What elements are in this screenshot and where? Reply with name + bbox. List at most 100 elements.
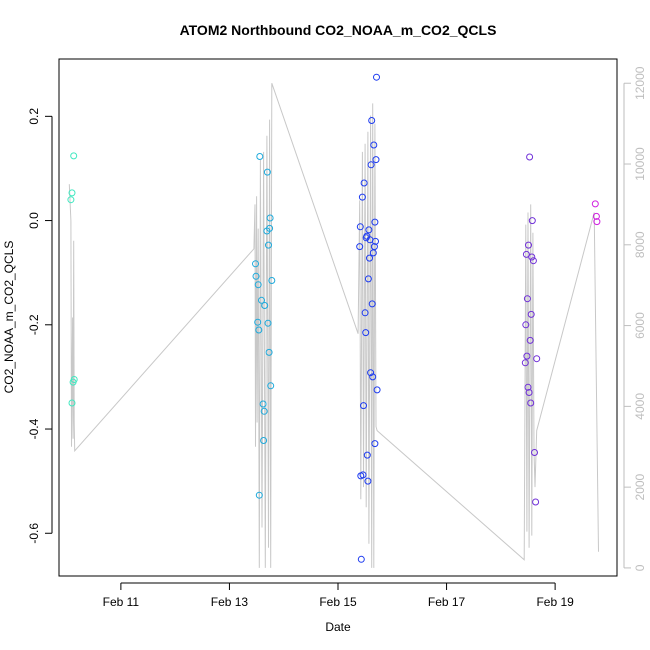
x-tick-label: Feb 13 (211, 595, 249, 609)
data-point (254, 281, 262, 289)
data-point (367, 161, 375, 169)
x-tick-label: Feb 15 (319, 595, 357, 609)
data-point (363, 451, 371, 459)
data-point (266, 214, 274, 222)
data-point (370, 243, 378, 251)
data-point (356, 223, 364, 231)
data-point (522, 321, 530, 329)
data-point (364, 275, 372, 283)
y-tick-label: 0.0 (27, 212, 41, 229)
data-point (373, 73, 380, 81)
data-point (521, 359, 529, 367)
data-point (260, 407, 268, 415)
data-point (356, 243, 364, 251)
data-point (264, 319, 272, 327)
data-point (255, 326, 263, 334)
data-point (591, 200, 599, 208)
data-point (522, 250, 530, 258)
data-point (592, 212, 600, 220)
x-tick-label: Feb 19 (536, 595, 574, 609)
data-point (68, 399, 76, 407)
data-point (525, 389, 533, 396)
data-point (526, 153, 534, 161)
data-point (532, 498, 540, 506)
data-point (368, 300, 376, 308)
y2-tick-label: 8000 (633, 231, 647, 258)
series-5 (591, 200, 601, 226)
y2-tick-label: 0 (633, 564, 647, 571)
y2-tick-label: 2000 (633, 473, 647, 500)
y2-tick-label: 12000 (633, 66, 647, 100)
data-point (68, 189, 76, 197)
data-point (267, 382, 275, 390)
data-point (252, 272, 260, 280)
data-point (367, 369, 375, 377)
axes-layer: Feb 11 Feb 13 Feb 15 Feb 17 Feb 19 0.2 0.0 -0.2… (27, 66, 647, 609)
data-point (373, 386, 381, 394)
x-axis-label: Date (325, 620, 351, 634)
y2-tick-label: 6000 (633, 312, 647, 339)
data-point (528, 253, 536, 261)
series-3 (356, 73, 381, 563)
y-tick-label: -0.6 (27, 523, 41, 544)
data-point (256, 153, 264, 160)
y-tick-label: -0.2 (27, 314, 41, 335)
series-1 (67, 152, 78, 407)
data-point (593, 218, 601, 226)
data-point (523, 295, 531, 303)
data-point (525, 241, 532, 249)
y-tick-label: -0.4 (27, 418, 41, 439)
data-point (527, 310, 535, 318)
data-point (357, 555, 365, 563)
data-point (526, 336, 534, 344)
data-point (358, 193, 366, 201)
data-point (259, 400, 267, 408)
data-point (523, 352, 531, 360)
series-4 (521, 153, 541, 506)
data-point (531, 449, 538, 456)
data-point (260, 437, 268, 444)
y2-tick-label: 4000 (633, 393, 647, 420)
data-point (533, 355, 541, 363)
data-point (70, 152, 78, 160)
data-point (364, 477, 372, 485)
x-tick-label: Feb 11 (103, 595, 140, 609)
plot-frame (58, 58, 618, 577)
data-point (261, 302, 269, 309)
series-2 (252, 153, 276, 499)
chart-title: ATOM2 Northbound CO2_NOAA_m_CO2_QCLS (180, 22, 497, 38)
data-point (265, 348, 273, 356)
data-point (524, 383, 532, 391)
data-point (268, 277, 276, 284)
data-point (265, 241, 272, 249)
data-point (255, 491, 263, 499)
y-axis-label: CO2_NOAA_m_CO2_QCLS (2, 241, 16, 394)
y2-tick-label: 10000 (633, 147, 647, 181)
data-point (529, 257, 537, 265)
data-point (258, 296, 265, 304)
data-point (371, 218, 379, 226)
data-point (254, 318, 262, 326)
data-point (372, 156, 380, 164)
data-point (70, 376, 78, 383)
data-point (370, 141, 378, 149)
data-point (362, 329, 370, 337)
data-point (371, 440, 379, 448)
data-point (528, 217, 536, 225)
data-point (366, 254, 373, 262)
data-point (360, 179, 368, 187)
data-point (359, 471, 367, 479)
data-point (360, 402, 367, 410)
data-point (365, 226, 373, 234)
data-point (266, 224, 274, 232)
data-point (361, 309, 369, 317)
data-point (527, 399, 535, 407)
data-points-layer (67, 73, 601, 563)
data-point (263, 168, 271, 176)
y-tick-label: 0.2 (27, 108, 41, 125)
data-point (67, 196, 75, 204)
data-point (368, 117, 376, 124)
